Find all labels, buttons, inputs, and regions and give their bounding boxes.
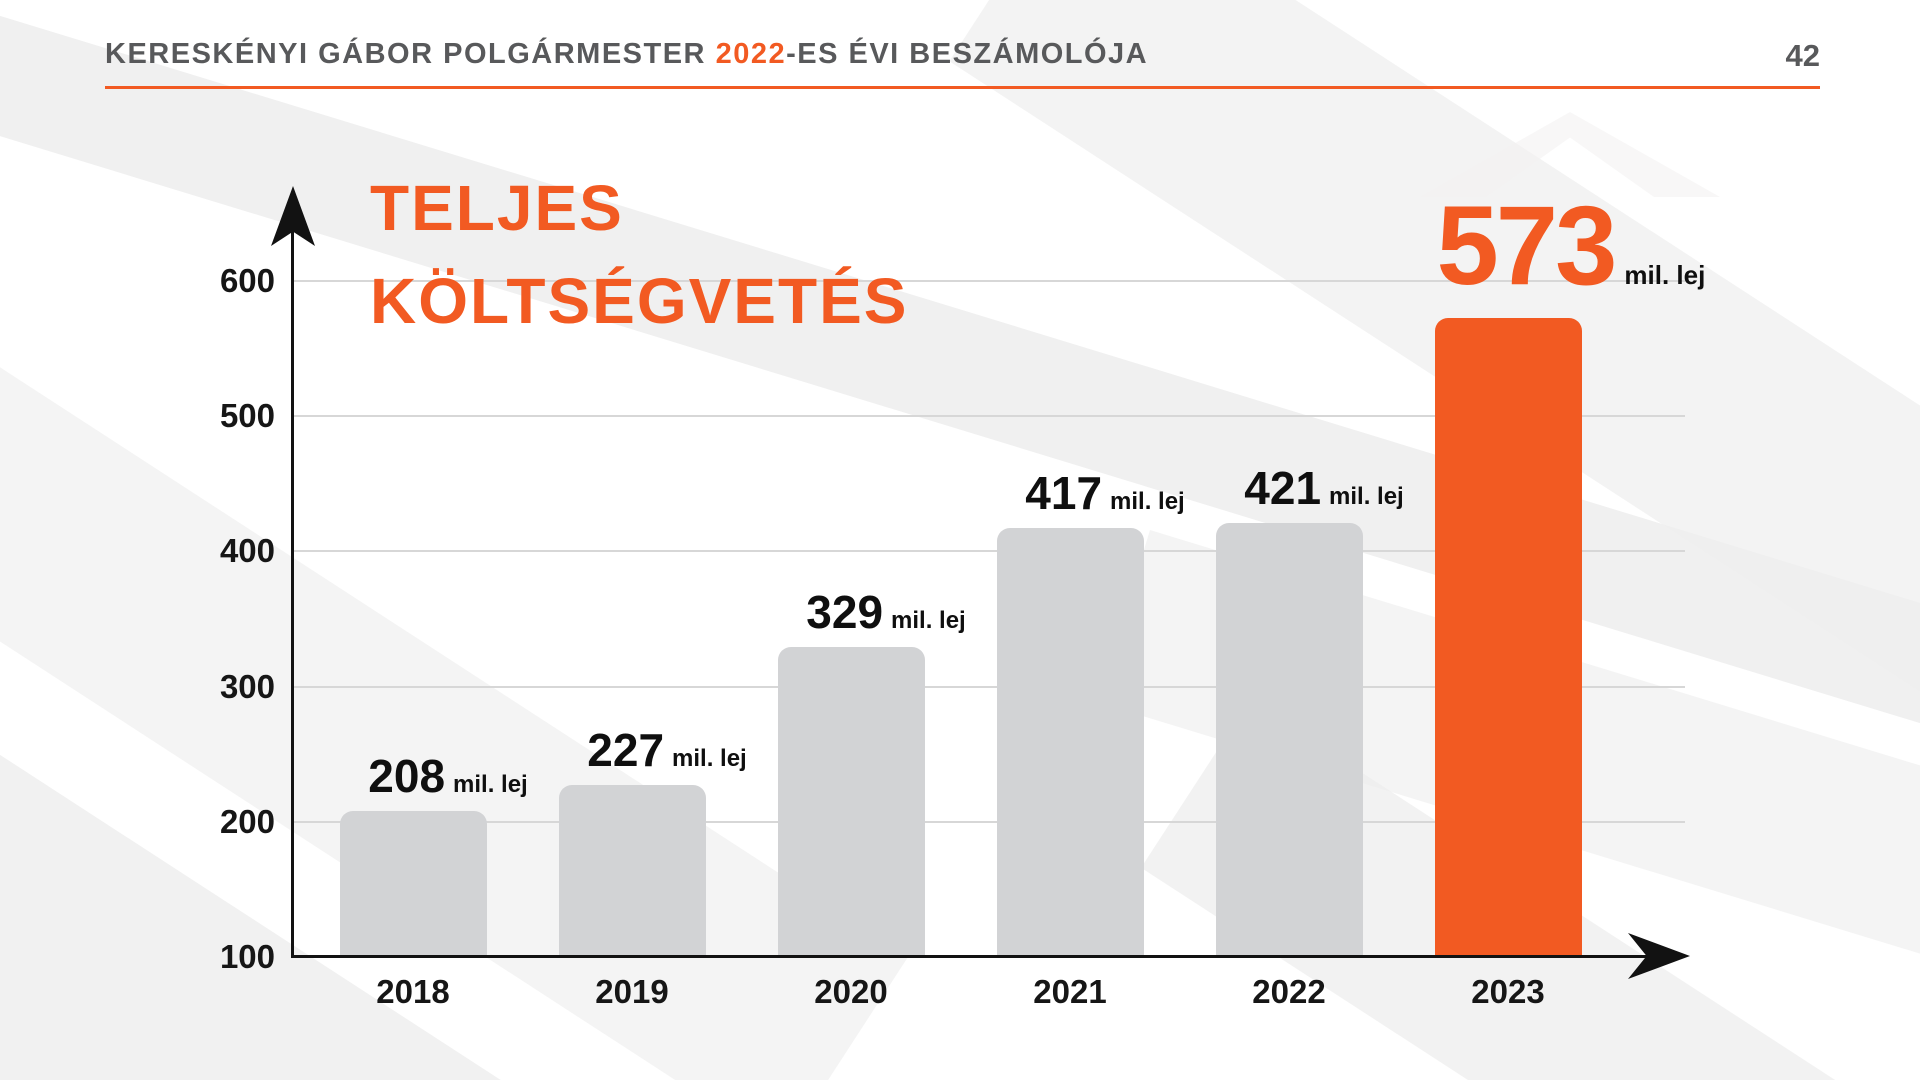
value-number: 227: [587, 724, 665, 777]
header-title-suffix: -ES ÉVI BESZÁMOLÓJA: [786, 38, 1149, 70]
value-unit: mil. lej: [1329, 483, 1404, 511]
gridline-600: [293, 280, 1685, 282]
bar-2020: [777, 647, 925, 958]
bar-2023: [1434, 317, 1582, 958]
chart-title: TELJES KÖLTSÉGVETÉS: [370, 162, 908, 348]
value-label-2018: 208 mil. lej: [368, 749, 527, 803]
y-axis-line: [291, 205, 294, 958]
value-unit: mil. lej: [1624, 259, 1706, 290]
gridline-200: [293, 820, 1685, 823]
x-axis-label-2019: 2019: [595, 973, 669, 1010]
chart-title-line1: TELJES: [370, 172, 624, 244]
value-unit: mil. lej: [453, 770, 528, 798]
x-axis-label-2022: 2022: [1252, 973, 1326, 1010]
header-title-prefix: KERESKÉNYI GÁBOR POLGÁRMESTER: [105, 38, 716, 70]
y-axis-label-100: 100: [219, 938, 275, 975]
value-number: 417: [1025, 467, 1103, 520]
value-number: 208: [368, 749, 446, 802]
value-number: 421: [1244, 462, 1322, 515]
header-title-year-highlight: 2022: [715, 38, 787, 70]
value-label-2023: 573 mil. lej: [1437, 181, 1706, 310]
gridline-300: [293, 685, 1685, 688]
bar-2018: [339, 810, 487, 958]
value-unit: mil. lej: [672, 745, 747, 773]
x-axis-label-2023: 2023: [1471, 973, 1545, 1010]
value-number: 329: [806, 586, 884, 639]
x-axis-label-2020: 2020: [814, 973, 888, 1010]
value-label-2019: 227 mil. lej: [587, 723, 746, 777]
y-axis-label-300: 300: [219, 667, 275, 705]
page-number: 42: [1785, 38, 1820, 73]
value-label-2020: 329 mil. lej: [806, 585, 965, 639]
slide-header-title: KERESKÉNYI GÁBOR POLGÁRMESTER 2022-ES ÉV…: [105, 38, 1148, 71]
bar-2021: [996, 528, 1144, 958]
header-divider-line: [105, 86, 1820, 89]
bar-2022: [1215, 523, 1363, 958]
x-axis-label-2018: 2018: [376, 973, 450, 1010]
gridline-500: [293, 415, 1685, 418]
x-axis-line: [291, 955, 1661, 958]
value-unit: mil. lej: [1110, 488, 1185, 516]
y-axis-label-400: 400: [219, 532, 275, 570]
value-number: 573: [1436, 182, 1618, 308]
x-axis-label-2021: 2021: [1033, 973, 1107, 1010]
y-axis-label-200: 200: [219, 802, 275, 840]
value-unit: mil. lej: [891, 607, 966, 635]
y-axis-label-500: 500: [219, 397, 275, 435]
bar-2019: [558, 785, 706, 958]
y-axis-label-600: 600: [219, 262, 275, 299]
value-label-2022: 421 mil. lej: [1244, 461, 1403, 515]
chart-title-line2: KÖLTSÉGVETÉS: [370, 265, 909, 337]
value-label-2021: 417 mil. lej: [1025, 466, 1184, 520]
gridline-400: [293, 550, 1685, 553]
